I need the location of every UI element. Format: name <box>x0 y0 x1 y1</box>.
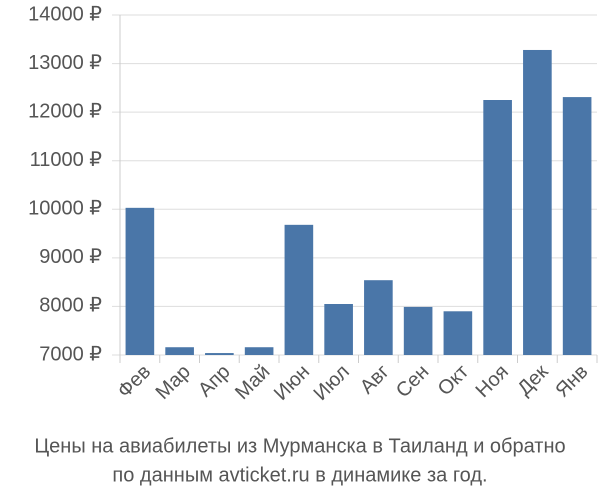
x-tick-label: Окт <box>434 361 473 400</box>
caption: Цены на авиабилеты из Мурманска в Таилан… <box>34 435 565 457</box>
y-tick-label: 9000 ₽ <box>39 246 102 268</box>
bar <box>562 97 592 355</box>
y-tick-label: 8000 ₽ <box>39 295 102 317</box>
y-tick-label: 7000 ₽ <box>39 343 102 365</box>
bar <box>284 224 314 355</box>
x-tick-label: Сен <box>392 361 433 402</box>
bar <box>125 207 155 355</box>
y-tick-label: 11000 ₽ <box>30 149 103 171</box>
bar <box>165 347 194 355</box>
y-tick-label: 13000 ₽ <box>28 52 102 74</box>
x-tick-label: Май <box>231 361 274 404</box>
bar <box>244 347 274 355</box>
bar <box>523 49 552 355</box>
x-tick-label: Авг <box>356 361 394 399</box>
x-tick-label: Дек <box>513 361 552 400</box>
caption: по данным avticket.ru в динамике за год. <box>112 464 487 486</box>
bar <box>403 306 433 355</box>
bar <box>324 304 353 355</box>
x-tick-label: Ноя <box>472 361 513 402</box>
y-tick-label: 14000 ₽ <box>28 3 102 25</box>
bar <box>364 280 393 355</box>
x-tick-label: Июн <box>270 361 314 405</box>
x-tick-label: Июл <box>310 361 354 405</box>
x-tick-label: Мар <box>152 361 195 404</box>
x-tick-label: Фев <box>113 361 155 403</box>
y-tick-label: 10000 ₽ <box>28 198 102 220</box>
bar <box>443 311 473 355</box>
bar <box>205 353 234 355</box>
x-tick-label: Апр <box>194 361 235 402</box>
x-tick-label: Янв <box>551 361 592 402</box>
bar <box>483 100 512 355</box>
y-tick-label: 12000 ₽ <box>28 100 102 122</box>
